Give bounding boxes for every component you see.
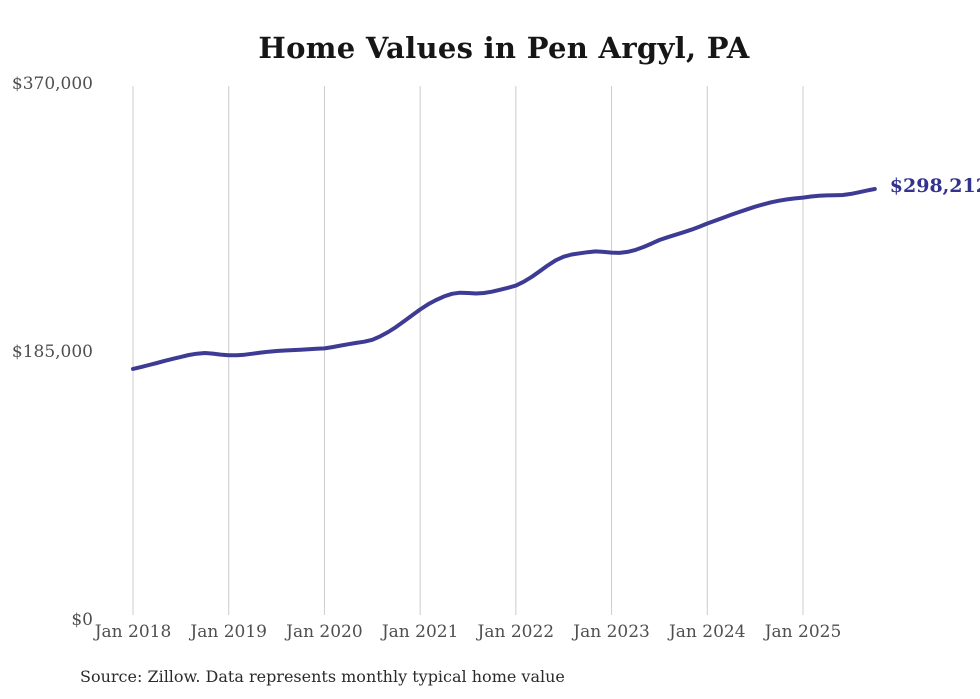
gridlines bbox=[132, 86, 804, 615]
x-tick-label: Jan 2018 bbox=[94, 622, 172, 642]
x-tick-label: Jan 2019 bbox=[190, 622, 267, 642]
home-value-line bbox=[131, 187, 877, 371]
current-value-label: $298,212 bbox=[889, 174, 980, 197]
x-tick-label: Jan 2024 bbox=[668, 622, 746, 642]
source-note: Source: Zillow. Data represents monthly … bbox=[80, 667, 565, 686]
y-tick-label: $370,000 bbox=[11, 74, 93, 94]
x-tick-label: Jan 2021 bbox=[381, 622, 459, 642]
y-tick-label: $0 bbox=[71, 610, 93, 630]
x-tick-label: Jan 2025 bbox=[764, 622, 842, 642]
x-tick-label: Jan 2022 bbox=[477, 622, 555, 642]
y-tick-label: $185,000 bbox=[11, 342, 93, 362]
x-tick-label: Jan 2020 bbox=[286, 622, 363, 642]
chart-title: Home Values in Pen Argyl, PA bbox=[258, 31, 750, 65]
x-tick-label: Jan 2023 bbox=[573, 622, 650, 642]
